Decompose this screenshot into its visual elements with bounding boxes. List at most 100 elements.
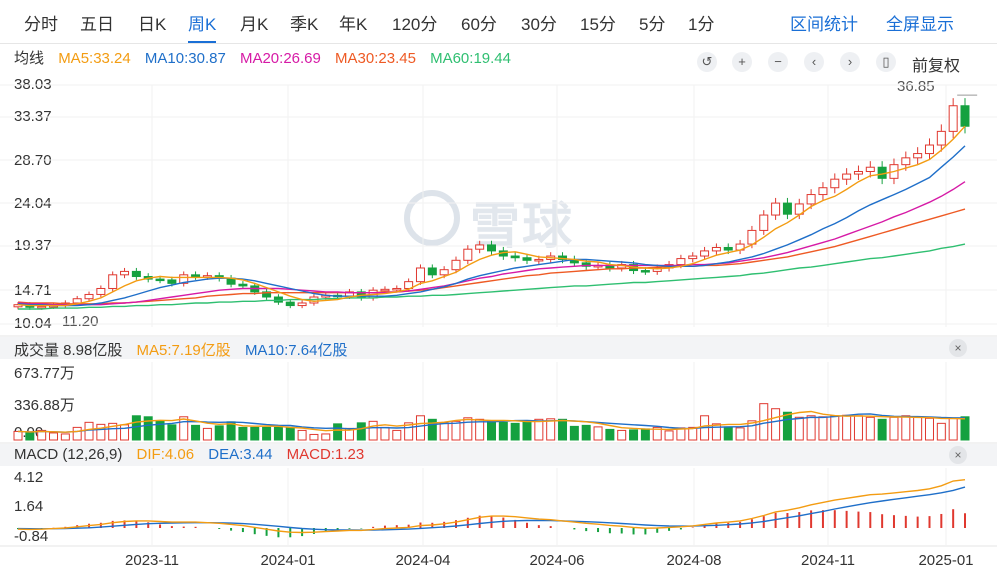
- tab-4[interactable]: 月K: [240, 15, 269, 34]
- candle: [285, 301, 295, 307]
- tab-divider: [0, 43, 997, 44]
- candle: [37, 305, 47, 309]
- tab-9[interactable]: 30分: [521, 15, 557, 34]
- tab-11[interactable]: 5分: [639, 15, 666, 34]
- ma5-legend: MA5:33.24: [58, 50, 131, 67]
- volume-bar: [865, 416, 875, 441]
- candle: [415, 267, 425, 283]
- candle: [96, 287, 106, 295]
- close-macd-icon[interactable]: ×: [949, 446, 967, 464]
- volume-bar: [392, 429, 402, 441]
- macd-tick: -0.84: [14, 528, 49, 545]
- dea-legend: DEA:3.44: [208, 446, 273, 463]
- volume-bar: [25, 431, 35, 441]
- volume-bar: [475, 418, 485, 441]
- volume-ma5-legend: MA5:7.19亿股: [136, 342, 231, 359]
- candle: [865, 166, 875, 172]
- dif-line: [17, 479, 966, 534]
- volume-bar: [605, 428, 615, 441]
- tab-8[interactable]: 60分: [461, 15, 497, 34]
- volume-bar: [948, 417, 958, 441]
- tab-2[interactable]: 日K: [138, 15, 167, 34]
- candle: [179, 274, 189, 284]
- volume-bar: [617, 429, 627, 441]
- candle: [451, 259, 461, 271]
- volume-legend: 成交量 8.98亿股 MA5:7.19亿股 MA10:7.64亿股: [14, 339, 357, 360]
- volume-bar: [321, 433, 331, 441]
- ma10-line: [17, 145, 966, 307]
- volume-bar: [747, 420, 757, 441]
- tab-6[interactable]: 年K: [339, 15, 368, 34]
- x-axis-label: 2024-08: [666, 552, 722, 569]
- volume-bar: [143, 416, 153, 441]
- ma60-legend: MA60:19.44: [430, 50, 511, 67]
- candle: [936, 130, 946, 146]
- candle: [771, 202, 781, 216]
- reset-icon[interactable]: ↺: [697, 52, 717, 72]
- candle: [238, 283, 248, 287]
- tab-7[interactable]: 120分: [392, 15, 438, 34]
- volume-bar: [877, 418, 887, 441]
- volume-bar: [72, 426, 82, 441]
- candle: [913, 153, 923, 159]
- volume-bar: [262, 426, 272, 441]
- volume-bar: [510, 422, 520, 441]
- x-axis-label: 2024-01: [260, 552, 316, 569]
- candle: [676, 258, 686, 266]
- volume-bar: [688, 426, 698, 441]
- candle: [818, 187, 828, 196]
- macd-header-band: [0, 444, 997, 466]
- candle-style-icon[interactable]: ▯: [876, 52, 896, 72]
- tab-3[interactable]: 周K: [188, 10, 217, 43]
- volume-bar: [487, 420, 496, 441]
- candle: [901, 157, 911, 166]
- volume-tick: 673.77万: [14, 365, 75, 382]
- candle: [853, 170, 863, 175]
- candle: [688, 255, 698, 260]
- volume-bar: [202, 427, 212, 441]
- candle: [167, 279, 177, 284]
- tab-0[interactable]: 分时: [24, 15, 58, 34]
- macd-legend-title: MACD (12,26,9): [14, 446, 123, 463]
- ma30-line: [17, 208, 966, 305]
- close-volume-icon[interactable]: ×: [949, 339, 967, 357]
- macd-tick: 4.12: [14, 469, 44, 486]
- tab-5[interactable]: 季K: [290, 15, 319, 34]
- volume-bar: [368, 420, 378, 441]
- volume-bar: [356, 422, 366, 441]
- volume-bar: [167, 424, 177, 441]
- scroll-right-icon[interactable]: ›: [840, 52, 860, 72]
- candle: [131, 270, 141, 278]
- tab-10[interactable]: 15分: [580, 15, 616, 34]
- ma20-legend: MA20:26.69: [239, 50, 321, 67]
- zoom-in-icon[interactable]: +: [732, 52, 752, 72]
- candle: [640, 270, 650, 273]
- volume-bar: [404, 422, 414, 441]
- fullscreen-button[interactable]: 全屏显示: [886, 15, 954, 34]
- volume-bar: [794, 416, 804, 441]
- range-stats-button[interactable]: 区间统计: [790, 15, 858, 34]
- volume-bar: [285, 426, 295, 441]
- adjust-select[interactable]: 前复权: [912, 58, 961, 75]
- volume-bar: [711, 423, 721, 441]
- scroll-left-icon[interactable]: ‹: [804, 52, 824, 72]
- volume-bar: [581, 424, 591, 441]
- zoom-out-icon[interactable]: −: [768, 52, 788, 72]
- candle: [960, 105, 970, 127]
- ma10-legend: MA10:30.87: [144, 50, 226, 67]
- candle: [581, 262, 591, 267]
- volume-bar: [558, 418, 568, 441]
- volume-bar: [498, 421, 508, 441]
- volume-bar: [924, 417, 934, 441]
- volume-bar: [191, 424, 201, 441]
- candle: [297, 302, 307, 307]
- candle: [120, 270, 130, 276]
- volume-bar: [546, 418, 556, 441]
- candle: [427, 267, 437, 276]
- candle: [830, 178, 840, 189]
- volume-bar: [782, 411, 792, 441]
- x-axis-label: 2024-06: [529, 552, 585, 569]
- tab-12[interactable]: 1分: [688, 15, 715, 34]
- tab-1[interactable]: 五日: [80, 15, 114, 34]
- candle: [948, 105, 958, 132]
